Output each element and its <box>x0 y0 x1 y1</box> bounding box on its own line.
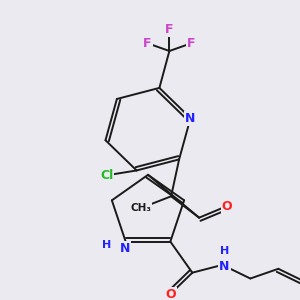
Text: CH₃: CH₃ <box>130 203 152 213</box>
Text: F: F <box>165 23 174 36</box>
Text: N: N <box>119 242 130 255</box>
Text: F: F <box>143 37 152 50</box>
Text: O: O <box>222 200 232 212</box>
Text: Cl: Cl <box>100 169 113 182</box>
Text: F: F <box>187 37 196 50</box>
Text: N: N <box>185 112 196 124</box>
Text: O: O <box>165 288 175 300</box>
Text: H: H <box>220 246 229 256</box>
Text: H: H <box>102 239 111 250</box>
Text: N: N <box>219 260 230 273</box>
